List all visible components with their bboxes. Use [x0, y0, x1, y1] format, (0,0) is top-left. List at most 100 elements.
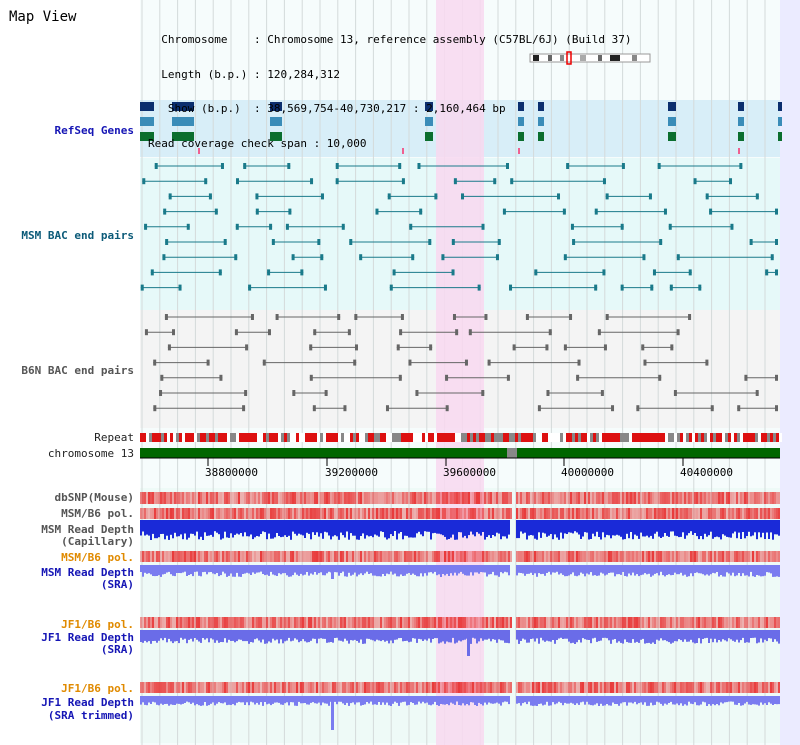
depth-bar [772, 520, 774, 540]
track-label-jf1-depth-trimmed[interactable]: JF1 Read Depth [41, 696, 134, 709]
depth-bar [646, 696, 648, 706]
track-label-jf1-b6-pol[interactable]: JF1/B6 pol. [61, 618, 134, 631]
heat-cell [366, 551, 368, 562]
heat-cell [564, 551, 566, 562]
depth-bar [500, 696, 502, 706]
heat-cell [682, 682, 684, 693]
repeat-mark [209, 433, 212, 442]
heat-cell [576, 492, 578, 504]
depth-bar [336, 520, 338, 537]
heat-cell [590, 682, 592, 693]
depth-bar [594, 630, 596, 638]
heat-cell [482, 617, 484, 628]
heat-cell [584, 617, 586, 628]
heat-cell [438, 492, 440, 504]
heat-cell [664, 617, 666, 628]
heat-cell [546, 492, 548, 504]
depth-bar [214, 565, 216, 575]
repeat-mark [659, 433, 662, 442]
heat-cell [724, 682, 726, 693]
heat-cell [270, 551, 272, 562]
track-label-dbsnp[interactable]: dbSNP(Mouse) [54, 491, 134, 504]
depth-bar [598, 696, 600, 706]
depth-bar [472, 696, 474, 703]
heat-cell [628, 508, 630, 519]
repeat-mark [290, 433, 293, 442]
track-label-repeat[interactable]: Repeat [94, 431, 134, 444]
track-label-msm-depth-sra[interactable]: MSM Read Depth [41, 566, 134, 579]
heat-cell [146, 492, 148, 504]
heat-cell [556, 551, 558, 562]
heat-cell [262, 508, 264, 519]
depth-bar [748, 565, 750, 577]
depth-bar [408, 520, 410, 538]
heat-cell [202, 682, 204, 693]
depth-bar [692, 565, 694, 577]
depth-bar [198, 630, 200, 642]
heat-cell [338, 617, 340, 628]
repeat-mark [275, 433, 278, 442]
track-label-b6n-bac[interactable]: B6N BAC end pairs [21, 364, 134, 377]
depth-bar [604, 696, 606, 706]
gene-block [425, 132, 433, 141]
heat-cell [656, 508, 658, 519]
heat-cell [494, 551, 496, 562]
heat-cell [666, 682, 668, 693]
track-label-msm-b6-pol[interactable]: MSM/B6 pol. [61, 507, 134, 520]
bac-end [537, 405, 541, 412]
depth-bar [686, 630, 688, 642]
depth-bar [646, 565, 648, 575]
depth-bar [468, 696, 470, 706]
track-label-msm-depth-cap[interactable]: MSM Read Depth [41, 523, 134, 536]
depth-bar [658, 520, 660, 537]
depth-bar [258, 520, 260, 537]
track-label-chromosome[interactable]: chromosome 13 [47, 447, 134, 460]
depth-bar [764, 565, 766, 576]
heat-cell [606, 551, 608, 562]
repeat-mark [620, 433, 623, 442]
heat-cell [594, 551, 596, 562]
depth-bar [316, 520, 318, 533]
heat-cell [562, 617, 564, 628]
track-label-jf1-b6-pol-2[interactable]: JF1/B6 pol. [61, 682, 134, 695]
heat-cell [586, 682, 588, 693]
heat-cell [726, 617, 728, 628]
heat-cell [618, 682, 620, 693]
heat-cell [524, 492, 526, 504]
heat-cell [264, 682, 266, 693]
heat-cell [500, 617, 502, 628]
heat-cell [532, 551, 534, 562]
heat-cell [754, 492, 756, 504]
heat-cell [584, 682, 586, 693]
track-label-jf1-depth-sra[interactable]: JF1 Read Depth [41, 631, 134, 644]
heat-cell [556, 682, 558, 693]
heat-cell [592, 492, 594, 504]
heat-cell [338, 551, 340, 562]
heat-cell [336, 551, 338, 562]
heat-cell [666, 617, 668, 628]
heat-cell [168, 508, 170, 519]
heat-cell [332, 551, 334, 562]
bac-end [481, 390, 485, 396]
track-label-msm-b6-pol-2[interactable]: MSM/B6 pol. [61, 551, 134, 564]
heat-cell [386, 508, 388, 519]
heat-cell [578, 682, 580, 693]
heat-cell [772, 617, 774, 628]
depth-bar [636, 520, 638, 536]
bac-end [445, 405, 449, 412]
depth-bar [626, 520, 628, 534]
depth-bar [278, 520, 280, 536]
depth-bar [388, 565, 390, 575]
heat-cell [158, 492, 160, 504]
heat-cell [462, 551, 464, 562]
heat-cell [482, 508, 484, 519]
depth-bar [486, 630, 488, 640]
depth-bar [204, 520, 206, 533]
depth-bar [560, 696, 562, 703]
track-label-msm-bac[interactable]: MSM BAC end pairs [21, 229, 134, 242]
heat-cell [738, 551, 740, 562]
track-label-refseq[interactable]: RefSeq Genes [54, 124, 134, 137]
heat-cell [226, 551, 228, 562]
heat-cell [496, 551, 498, 562]
